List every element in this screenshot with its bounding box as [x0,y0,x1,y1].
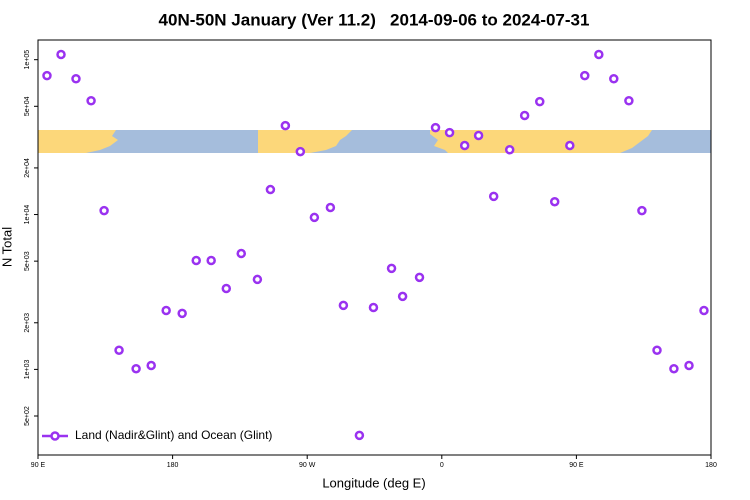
data-point [221,283,232,294]
y-tick-label: 2e+04 [24,158,31,178]
plot-frame [37,39,712,456]
y-tick-label: 5e+04 [24,96,31,116]
data-point [265,184,276,195]
data-point [473,130,484,141]
data-point [86,95,96,106]
data-point [131,363,141,374]
data-point [684,360,694,371]
data-point [549,196,560,207]
data-point [354,430,365,441]
data-point [161,305,171,316]
data-point [42,70,52,81]
data-point [386,263,397,274]
data-point [368,302,379,313]
y-tick-label: 5e+03 [24,251,31,271]
data-point [252,274,263,285]
data-point [99,205,109,216]
data-point [444,127,455,138]
x-tick-label: 90 W [299,462,316,469]
data-point [580,70,590,81]
x-axis-label: Longitude (deg E) [322,475,425,490]
x-tick-label: 90 E [569,462,584,469]
y-tick-label: 1e+04 [24,205,31,225]
data-point [236,248,246,259]
land [430,130,652,153]
data-point [459,140,470,151]
data-point [519,110,530,121]
data-point [397,291,408,302]
y-tick-label: 1e+05 [24,50,31,70]
data-point [146,360,156,371]
x-tick-label: 180 [167,462,179,469]
data-point [430,122,441,133]
data-point [325,202,336,213]
chart-title: 40N-50N January (Ver 11.2) 2014-09-06 to… [159,10,590,29]
data-point [609,74,619,84]
data-point [71,74,81,84]
legend-label: Land (Nadir&Glint) and Ocean (Glint) [75,428,272,442]
land [258,130,352,153]
data-point [504,145,515,155]
data-point [565,140,575,151]
land [38,130,118,153]
data-point [594,49,604,60]
map-strip [38,130,711,153]
x-tick-label: 180 [705,462,717,469]
data-point [624,95,634,106]
data-point [637,205,647,216]
x-tick-label: 90 E [31,462,46,469]
data-point [699,305,709,316]
data-point [488,191,499,202]
ocean [352,132,448,153]
data-point [191,255,201,266]
data-point [206,255,216,266]
y-tick-label: 5e+02 [24,406,31,426]
legend-marker [50,431,60,441]
data-point [338,300,349,311]
data-point [309,212,320,223]
data-point [280,120,291,131]
data-point [669,363,679,374]
data-point [414,272,425,283]
y-axis-label: N Total [0,227,14,267]
data-point [295,146,306,157]
y-tick-label: 1e+03 [24,359,31,379]
data-point [177,308,187,319]
data-point [56,49,66,60]
data-point [652,345,662,355]
data-point [535,96,545,107]
data-point [114,345,124,355]
x-tick-label: 0 [440,462,444,469]
y-tick-label: 2e+03 [24,313,31,333]
